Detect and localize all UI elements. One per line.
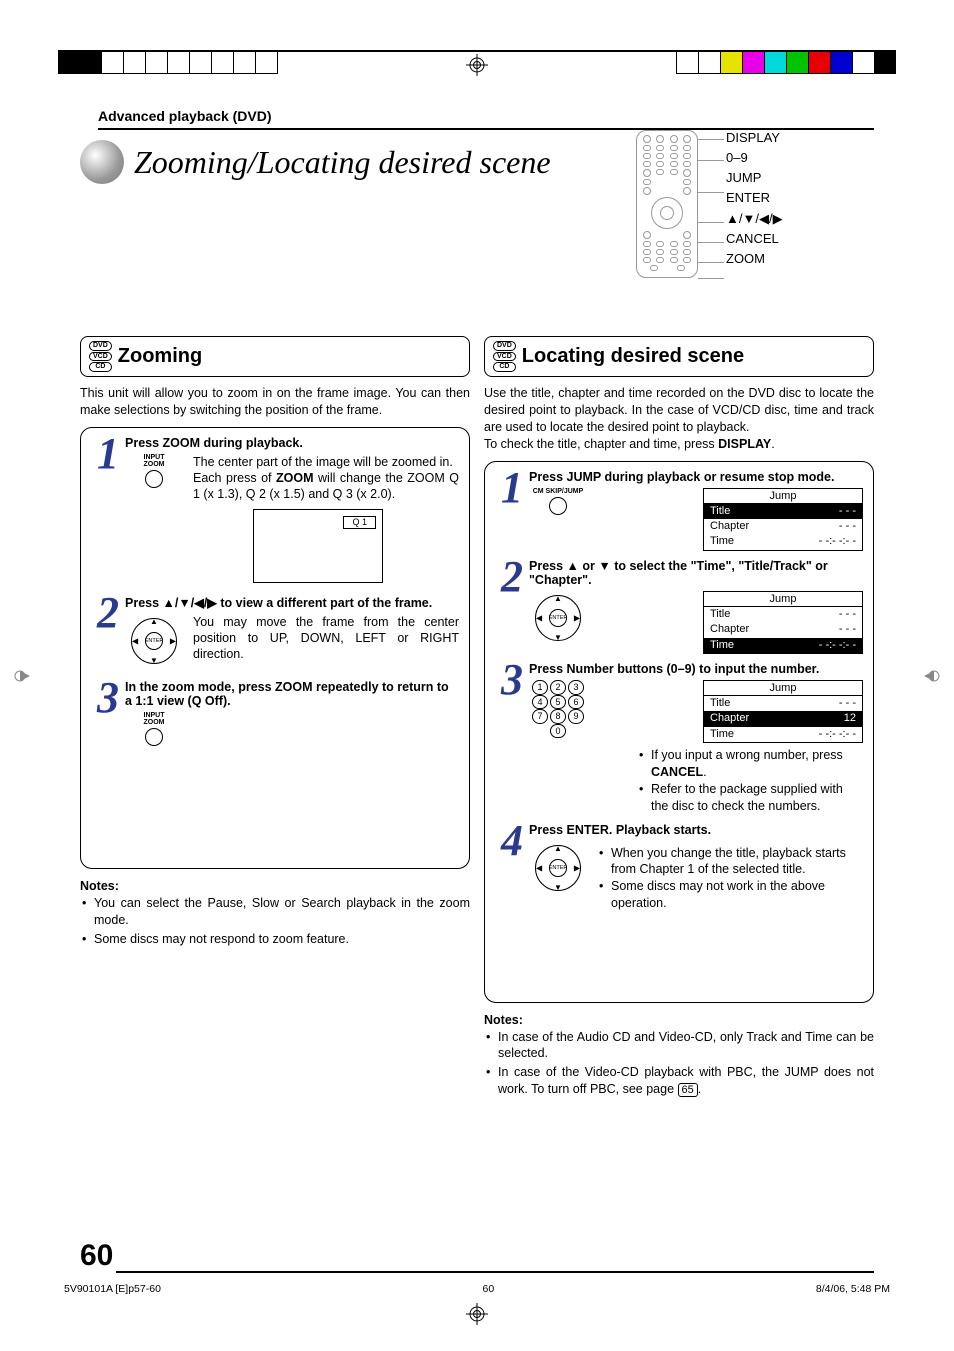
- bullet: When you change the title, playback star…: [611, 845, 863, 879]
- step-head: Press ZOOM during playback.: [125, 436, 459, 450]
- step-bullets: If you input a wrong number, press CANCE…: [637, 747, 863, 815]
- print-footer: 5V90101A [E]p57-60 60 8/4/06, 5:48 PM: [58, 1283, 896, 1295]
- note-item: In case of the Video-CD playback with PB…: [498, 1064, 874, 1098]
- page-ref-badge: 65: [678, 1083, 698, 1097]
- locating-column: DVD VCD CD Locating desired scene Use th…: [484, 336, 874, 1217]
- note-item: Some discs may not respond to zoom featu…: [94, 931, 470, 948]
- zooming-title: Zooming: [118, 345, 202, 368]
- footer-right: 8/4/06, 5:48 PM: [816, 1283, 890, 1295]
- numpad-icon: 1234567890: [529, 680, 587, 738]
- zoom-step-1: 1 Press ZOOM during playback. INPUT ZOOM…: [91, 436, 459, 587]
- dpad-icon: ENTER ▲▼ ◀▶: [529, 591, 587, 645]
- remote-diagram: DISPLAY 0–9 JUMP ENTER ▲/▼/◀/▶ CANCEL ZO…: [636, 130, 866, 278]
- dpad-icon: ENTER ▲▼ ◀▶: [529, 841, 587, 895]
- notes-heading: Notes:: [80, 879, 470, 893]
- locating-panel: 1 Press JUMP during playback or resume s…: [484, 461, 874, 1003]
- zoom-step-3: 3 In the zoom mode, press ZOOM repeatedl…: [91, 680, 459, 746]
- step-head: Press Number buttons (0–9) to input the …: [529, 662, 863, 676]
- step-head: Press ▲ or ▼ to select the "Time", "Titl…: [529, 559, 863, 587]
- jump-osd: JumpTitle- - -Chapter12Time- -:- -:- -: [703, 680, 863, 743]
- zooming-intro: This unit will allow you to zoom in on t…: [80, 385, 470, 419]
- note-item: You can select the Pause, Slow or Search…: [94, 895, 470, 929]
- page-number-rule: [116, 1271, 874, 1273]
- breadcrumb: Advanced playback (DVD): [98, 108, 896, 124]
- dpad-icon: ENTER ▲▼ ◀▶: [125, 614, 183, 668]
- remote-label: CANCEL: [726, 229, 783, 249]
- jump-button-icon: CM SKIP/JUMP: [529, 488, 587, 515]
- zoom-button-icon: INPUT ZOOM: [125, 712, 183, 746]
- zooming-header: DVD VCD CD Zooming: [80, 336, 470, 377]
- remote-labels: DISPLAY 0–9 JUMP ENTER ▲/▼/◀/▶ CANCEL ZO…: [726, 128, 783, 278]
- zoom-button-icon: INPUT ZOOM: [125, 454, 183, 488]
- crosshair-icon: [466, 54, 488, 76]
- locating-header: DVD VCD CD Locating desired scene: [484, 336, 874, 377]
- remote-label: DISPLAY: [726, 128, 783, 148]
- page-body: Advanced playback (DVD) Zooming/Locating…: [58, 90, 896, 1297]
- step-head: Press ▲/▼/◀/▶ to view a different part o…: [125, 595, 459, 610]
- step-head: Press ENTER. Playback starts.: [529, 823, 863, 837]
- jump-osd: JumpTitle- - -Chapter- - -Time- -:- -:- …: [703, 591, 863, 654]
- tv-screen-icon: Q 1: [253, 509, 383, 583]
- locating-intro: Use the title, chapter and time recorded…: [484, 385, 874, 453]
- jump-osd: JumpTitle- - -Chapter- - -Time- -:- -:- …: [703, 488, 863, 551]
- media-badges: DVD VCD CD: [493, 341, 516, 372]
- remote-label: JUMP: [726, 168, 783, 188]
- media-badges: DVD VCD CD: [89, 341, 112, 372]
- remote-label: ZOOM: [726, 249, 783, 269]
- remote-outline: [636, 130, 698, 278]
- notes-heading: Notes:: [484, 1013, 874, 1027]
- remote-label: 0–9: [726, 148, 783, 168]
- locate-step-2: 2 Press ▲ or ▼ to select the "Time", "Ti…: [495, 559, 863, 654]
- note-item: In case of the Audio CD and Video-CD, on…: [498, 1029, 874, 1063]
- remote-label: ▲/▼/◀/▶: [726, 209, 783, 229]
- locate-step-4: 4 Press ENTER. Playback starts. ENTER ▲▼…: [495, 823, 863, 913]
- zooming-panel: 1 Press ZOOM during playback. INPUT ZOOM…: [80, 427, 470, 869]
- zooming-column: DVD VCD CD Zooming This unit will allow …: [80, 336, 470, 1217]
- step-desc: You may move the frame from the center p…: [193, 614, 459, 663]
- crop-arrow-left: [14, 666, 30, 686]
- step-head: In the zoom mode, press ZOOM repeatedly …: [125, 680, 459, 708]
- remote-label: ENTER: [726, 188, 783, 208]
- bullet: If you input a wrong number, press CANCE…: [651, 747, 863, 781]
- footer-center: 60: [483, 1283, 495, 1295]
- page-title: Zooming/Locating desired scene: [134, 144, 551, 181]
- locating-notes: In case of the Audio CD and Video-CD, on…: [484, 1029, 874, 1099]
- bullet: Refer to the package supplied with the d…: [651, 781, 863, 815]
- zooming-notes: You can select the Pause, Slow or Search…: [80, 895, 470, 948]
- footer-left: 5V90101A [E]p57-60: [64, 1283, 161, 1295]
- step-bullets: When you change the title, playback star…: [597, 845, 863, 913]
- step-desc: The center part of the image will be zoo…: [193, 454, 459, 587]
- bullet: Some discs may not work in the above ope…: [611, 878, 863, 912]
- locate-step-1: 1 Press JUMP during playback or resume s…: [495, 470, 863, 551]
- locate-step-3: 3 Press Number buttons (0–9) to input th…: [495, 662, 863, 815]
- crosshair-icon: [466, 1303, 488, 1325]
- locating-title: Locating desired scene: [522, 345, 744, 368]
- title-bullet-icon: [80, 140, 124, 184]
- zoom-step-2: 2 Press ▲/▼/◀/▶ to view a different part…: [91, 595, 459, 668]
- crop-arrow-right: [924, 666, 940, 686]
- step-head: Press JUMP during playback or resume sto…: [529, 470, 863, 484]
- page-number: 60: [80, 1239, 113, 1273]
